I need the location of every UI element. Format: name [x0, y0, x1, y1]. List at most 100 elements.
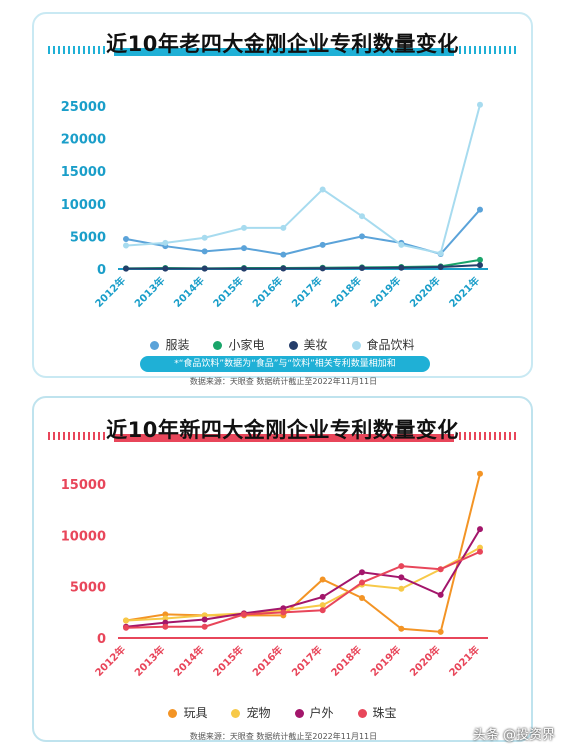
title-tick-mark — [48, 46, 50, 54]
series-line-美妆 — [126, 264, 481, 270]
x-tick-label: 2019年 — [368, 274, 404, 310]
title-tick-mark — [489, 46, 491, 54]
data-point — [241, 245, 247, 252]
series-line-玩具 — [125, 473, 481, 633]
data-point — [477, 206, 483, 213]
title-tick-mark — [494, 432, 496, 440]
title-tick-mark — [83, 432, 85, 440]
title-tick-mark — [494, 46, 496, 54]
x-tick-label: 2014年 — [171, 643, 207, 679]
data-point — [280, 265, 287, 272]
data-point — [280, 609, 287, 616]
title-underline-bar — [114, 48, 454, 56]
y-tick-label: 25000 — [61, 100, 106, 115]
title-tick-mark — [58, 432, 60, 440]
x-tick-label: 2018年 — [328, 643, 364, 679]
data-point — [477, 256, 483, 263]
data-point — [477, 470, 483, 477]
data-point — [123, 242, 129, 249]
title-decoration-left — [48, 46, 108, 54]
title-tick-mark — [459, 46, 461, 54]
data-point — [241, 265, 247, 272]
data-point — [398, 241, 405, 248]
x-tick-label: 2016年 — [250, 274, 286, 310]
x-tick-label: 2016年 — [250, 643, 286, 679]
legend-item: 珠宝 — [357, 704, 397, 721]
data-point — [359, 594, 365, 601]
x-tick-label: 2020年 — [407, 274, 443, 310]
data-point — [477, 548, 483, 555]
title-tick-mark — [504, 432, 506, 440]
chart-title: 近10年老四大金刚企业专利数量变化 — [106, 32, 459, 56]
legend-item: 食品饮料 — [351, 336, 415, 353]
legend-swatch — [357, 709, 367, 718]
data-point — [359, 579, 365, 586]
legend-swatch — [168, 709, 178, 718]
title-tick-mark — [88, 432, 90, 440]
chart-plot-new-four: 0 5000 10000 15000 2012年 2013年 2014年 2015年 2016年… — [61, 470, 488, 679]
x-tick-label: 2015年 — [210, 274, 246, 310]
series-line-宠物 — [125, 546, 481, 622]
data-point — [123, 265, 129, 272]
chart-panel-new-four: 近10年新四大金刚企业专利数量变化 0 5000 10000 15000 2012年 20… — [32, 396, 533, 742]
title-tick-mark — [479, 432, 481, 440]
title-tick-mark — [484, 46, 486, 54]
title-tick-mark — [469, 46, 471, 54]
data-point — [319, 241, 326, 248]
legend-item: 服装 — [150, 336, 189, 353]
legend-label: 小家电 — [228, 338, 265, 352]
title-tick-mark — [78, 46, 80, 54]
data-point — [319, 602, 326, 609]
title-tick-mark — [499, 432, 501, 440]
title-tick-mark — [103, 432, 105, 440]
data-point — [477, 526, 483, 533]
legend-item: 玩具 — [168, 704, 207, 721]
title-tick-mark — [98, 432, 100, 440]
title-tick-mark — [63, 46, 65, 54]
data-point — [201, 265, 208, 272]
title-underline-bar — [114, 434, 454, 442]
data-point — [201, 234, 208, 241]
data-point — [437, 628, 444, 635]
data-point — [162, 611, 169, 618]
data-point — [201, 248, 208, 255]
data-point — [319, 593, 326, 600]
legend-swatch — [288, 341, 298, 350]
y-tick-label: 0 — [97, 263, 106, 278]
data-point — [201, 616, 208, 623]
title-tick-mark — [48, 432, 50, 440]
title-tick-mark — [83, 46, 85, 54]
x-tick-label: 2012年 — [92, 274, 128, 310]
title-tick-mark — [514, 432, 516, 440]
chart-title: 近10年新四大金刚企业专利数量变化 — [106, 418, 459, 442]
title-tick-mark — [499, 46, 501, 54]
legend-swatch — [294, 709, 304, 718]
legend-item: 小家电 — [213, 336, 265, 353]
y-tick-label: 15000 — [61, 165, 106, 180]
data-source-note-2: 数据来源：天眼查 数据统计截止至2022年11月11日 — [189, 732, 378, 741]
y-tick-label: 10000 — [61, 529, 106, 544]
title-tick-mark — [484, 432, 486, 440]
data-point — [280, 224, 287, 231]
data-point — [319, 607, 326, 614]
legend-item: 户外 — [294, 704, 334, 721]
title-tick-mark — [68, 46, 70, 54]
title-tick-mark — [93, 46, 95, 54]
legend-swatch — [351, 341, 361, 350]
data-point — [201, 612, 208, 619]
x-tick-label: 2021年 — [446, 274, 482, 310]
data-point — [123, 236, 129, 243]
y-tick-label: 0 — [97, 632, 106, 647]
x-tick-label: 2017年 — [289, 643, 325, 679]
data-point — [437, 591, 444, 598]
legend-swatch — [150, 341, 160, 350]
legend-label: 户外 — [309, 706, 334, 720]
legend-item: 宠物 — [231, 704, 271, 721]
title-tick-mark — [98, 46, 100, 54]
title-tick-mark — [514, 46, 516, 54]
data-point — [280, 251, 287, 258]
data-point — [162, 619, 169, 626]
legend-swatch — [213, 341, 223, 350]
chart-legend: 玩具 宠物 户外 珠宝 — [34, 704, 531, 721]
data-point — [398, 574, 405, 581]
